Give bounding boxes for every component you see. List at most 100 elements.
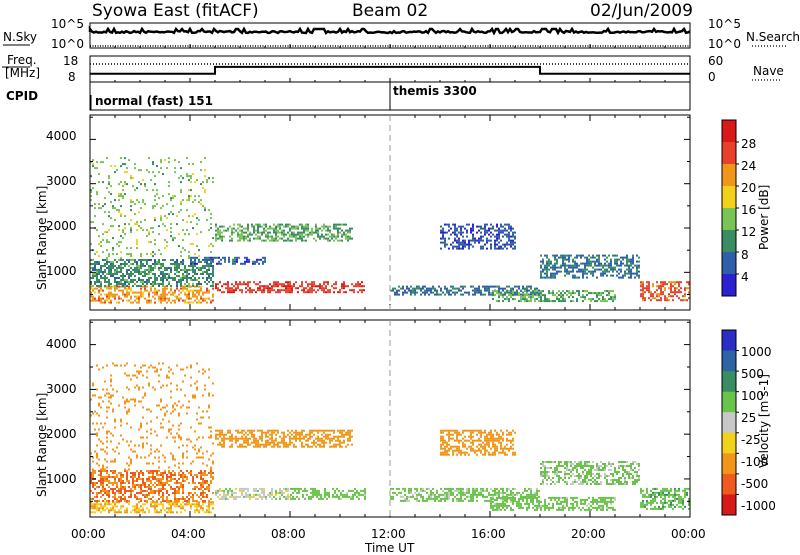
- power-cell: [582, 300, 584, 302]
- power-cell: [620, 269, 622, 271]
- power-cell: [239, 238, 241, 240]
- velocity-cell: [265, 432, 267, 434]
- velocity-cell: [223, 496, 225, 498]
- power-cell: [124, 281, 126, 283]
- power-cell: [152, 296, 154, 298]
- power-cell: [162, 273, 164, 275]
- power-cell: [98, 269, 100, 271]
- velocity-cell: [164, 500, 166, 502]
- power-cell: [504, 234, 506, 236]
- velocity-cell: [261, 490, 263, 492]
- power-cell: [114, 294, 116, 296]
- velocity-cell: [289, 444, 291, 446]
- power-cell: [564, 275, 566, 277]
- power-cell: [315, 285, 317, 287]
- power-cell: [219, 226, 221, 228]
- velocity-cell: [231, 446, 233, 448]
- power-cell: [92, 163, 94, 165]
- power-cell: [484, 228, 486, 230]
- velocity-cell: [446, 492, 448, 494]
- power-cell: [492, 294, 494, 296]
- power-cell: [154, 183, 156, 185]
- velocity-cell: [358, 498, 360, 500]
- velocity-cell: [245, 442, 247, 444]
- power-cell: [630, 265, 632, 267]
- velocity-cell: [239, 488, 241, 490]
- power-cell: [460, 234, 462, 236]
- velocity-cell: [106, 407, 108, 409]
- power-cell: [194, 286, 196, 288]
- power-cell: [257, 232, 259, 234]
- power-cell: [176, 215, 178, 217]
- power-cell: [116, 294, 118, 296]
- velocity-cell: [104, 381, 106, 383]
- velocity-cell: [255, 442, 257, 444]
- power-cell: [156, 261, 158, 263]
- power-cell: [578, 294, 580, 296]
- velocity-cell: [202, 507, 204, 509]
- velocity-cell: [323, 432, 325, 434]
- power-cell: [233, 224, 235, 226]
- power-cell: [301, 285, 303, 287]
- velocity-cell: [472, 494, 474, 496]
- velocity-cell: [307, 438, 309, 440]
- velocity-cell: [144, 500, 146, 502]
- velocity-cell: [140, 371, 142, 373]
- velocity-cell: [313, 440, 315, 442]
- velocity-cell: [120, 478, 122, 480]
- power-cell: [164, 294, 166, 296]
- velocity-cell: [102, 469, 104, 471]
- power-cell: [124, 181, 126, 183]
- velocity-cell: [416, 500, 418, 502]
- power-cell: [196, 298, 198, 300]
- power-cell: [128, 286, 130, 288]
- velocity-cell: [154, 389, 156, 391]
- power-cell: [168, 161, 170, 163]
- velocity-cell: [168, 511, 170, 513]
- power-cell: [277, 283, 279, 285]
- velocity-cell: [198, 505, 200, 507]
- power-cell: [540, 261, 542, 263]
- power-cell: [504, 224, 506, 226]
- power-cell: [490, 240, 492, 242]
- power-cell: [546, 277, 548, 279]
- power-cell: [522, 292, 524, 294]
- velocity-cell: [188, 498, 190, 500]
- velocity-cell: [126, 474, 128, 476]
- velocity-cell: [243, 442, 245, 444]
- velocity-cell: [438, 500, 440, 502]
- power-cell: [120, 181, 122, 183]
- power-cell: [219, 238, 221, 240]
- velocity-cell: [302, 490, 304, 492]
- power-cell: [636, 275, 638, 277]
- power-cell: [154, 205, 156, 207]
- power-cell: [160, 300, 162, 302]
- power-cell: [180, 269, 182, 271]
- power-cell: [106, 273, 108, 275]
- velocity-cell: [98, 492, 100, 494]
- power-cell: [596, 265, 598, 267]
- power-cell: [600, 292, 602, 294]
- velocity-cell: [154, 431, 156, 433]
- velocity-cell: [154, 511, 156, 513]
- velocity-cell: [116, 490, 118, 492]
- velocity-cell: [182, 498, 184, 500]
- power-cell: [164, 290, 166, 292]
- power-cell: [142, 283, 144, 285]
- power-cell: [273, 224, 275, 226]
- power-cell: [122, 259, 124, 261]
- power-cell: [560, 300, 562, 302]
- power-cell: [100, 288, 102, 290]
- power-cell: [215, 230, 217, 232]
- power-cell: [166, 288, 168, 290]
- power-cell: [524, 294, 526, 296]
- power-cell: [333, 234, 335, 236]
- power-cell: [620, 271, 622, 273]
- power-cell: [648, 287, 650, 289]
- power-cell: [538, 300, 540, 302]
- power-cell: [614, 269, 616, 271]
- velocity-cell: [96, 453, 98, 455]
- power-cell: [206, 179, 208, 181]
- velocity-cell: [112, 509, 114, 511]
- power-cell: [570, 267, 572, 269]
